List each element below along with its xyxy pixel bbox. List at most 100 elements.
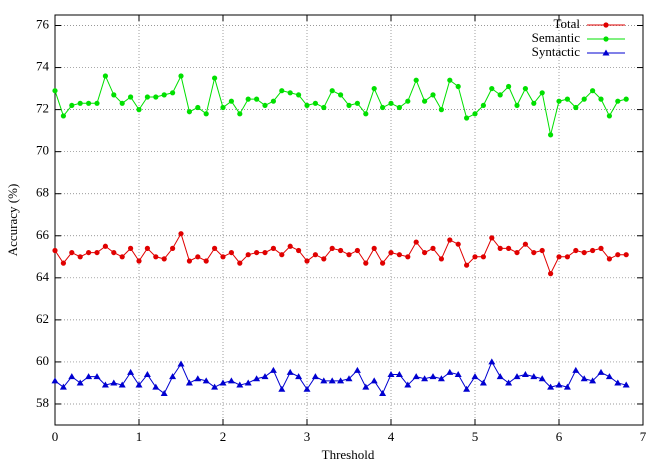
data-point	[59, 383, 67, 390]
data-point	[320, 377, 328, 384]
data-point	[312, 100, 318, 106]
y-tick-label: 64	[36, 269, 50, 284]
data-point	[144, 245, 150, 251]
data-point	[531, 249, 537, 256]
data-point	[422, 98, 428, 104]
data-point	[480, 254, 486, 260]
y-tick-label: 58	[36, 395, 49, 410]
data-point	[220, 104, 226, 111]
data-point	[606, 256, 613, 262]
x-axis-label: Threshold	[322, 447, 375, 462]
data-point	[94, 249, 100, 256]
data-point	[170, 245, 176, 251]
data-point	[489, 235, 495, 241]
x-tick-label: 6	[556, 429, 563, 444]
data-point	[304, 258, 310, 264]
data-point	[530, 373, 538, 380]
data-point	[521, 371, 529, 378]
data-point	[111, 92, 117, 98]
data-point	[329, 245, 335, 251]
data-point	[589, 377, 597, 384]
data-point	[219, 379, 227, 386]
data-point	[605, 373, 613, 380]
data-point	[170, 90, 176, 96]
data-point	[296, 247, 302, 254]
data-point	[388, 100, 394, 106]
data-point	[496, 373, 504, 380]
data-point	[362, 383, 370, 390]
data-point	[77, 100, 83, 106]
data-point	[321, 104, 327, 111]
data-point	[118, 381, 126, 388]
data-point	[262, 102, 268, 109]
data-point	[380, 104, 386, 111]
data-point	[447, 237, 453, 243]
series-line	[54, 232, 627, 275]
data-point	[548, 271, 554, 277]
data-point	[253, 375, 261, 382]
data-point	[52, 88, 58, 94]
legend-label: Syntactic	[532, 44, 581, 59]
data-point	[480, 102, 486, 109]
data-point	[497, 245, 503, 251]
data-point	[421, 375, 429, 382]
plot-frame	[54, 14, 644, 426]
data-point	[489, 85, 495, 92]
data-point	[153, 94, 159, 100]
data-point	[606, 113, 613, 119]
data-point	[506, 245, 512, 251]
data-point	[597, 368, 605, 375]
data-point	[303, 385, 311, 392]
data-point	[127, 368, 135, 375]
data-point	[354, 247, 360, 254]
x-tick-label: 1	[136, 429, 143, 444]
data-point	[497, 92, 503, 98]
data-point	[228, 249, 234, 256]
data-point	[522, 241, 529, 247]
data-point	[169, 373, 177, 380]
data-point	[160, 389, 168, 396]
data-point	[614, 379, 622, 386]
data-point	[464, 262, 470, 268]
data-point	[353, 366, 361, 373]
y-tick-label: 72	[36, 101, 49, 116]
data-point	[363, 260, 369, 266]
data-point	[68, 373, 76, 380]
data-point	[261, 373, 269, 380]
data-point	[412, 373, 420, 380]
data-point	[144, 94, 150, 100]
legend-marker	[603, 22, 609, 28]
data-point	[446, 368, 454, 375]
data-point	[135, 381, 143, 388]
data-point	[270, 245, 276, 251]
data-point	[185, 379, 193, 386]
data-point	[119, 100, 125, 106]
data-point	[161, 256, 167, 262]
data-point	[430, 245, 436, 251]
data-point	[472, 254, 478, 260]
data-point	[76, 379, 84, 386]
data-point	[262, 249, 268, 256]
data-point	[555, 381, 563, 388]
x-tick-label: 3	[304, 429, 311, 444]
data-point	[211, 383, 219, 390]
data-point	[177, 360, 185, 367]
y-tick-label: 62	[36, 311, 49, 326]
data-point	[556, 98, 562, 104]
data-point	[573, 247, 579, 254]
legend-label: Total	[553, 16, 580, 31]
data-point	[404, 381, 412, 388]
data-point	[119, 254, 125, 260]
data-point	[564, 254, 571, 260]
data-point	[194, 375, 202, 382]
legend-label: Semantic	[532, 30, 581, 45]
data-point	[93, 373, 101, 380]
data-point	[345, 375, 353, 382]
data-point	[538, 375, 546, 382]
data-point	[622, 381, 630, 388]
data-point	[77, 254, 83, 260]
data-point	[564, 96, 571, 102]
data-point	[220, 254, 226, 260]
data-point	[245, 96, 251, 102]
data-point	[212, 245, 218, 251]
